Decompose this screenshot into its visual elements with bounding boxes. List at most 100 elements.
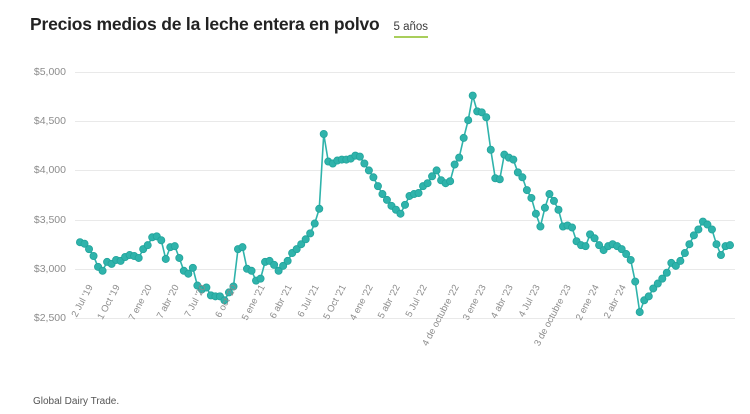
data-point[interactable]: [373, 182, 382, 191]
data-point[interactable]: [423, 179, 432, 188]
data-point[interactable]: [689, 231, 698, 240]
y-axis-tick-label: $5,000: [33, 66, 66, 78]
data-point[interactable]: [256, 274, 265, 283]
data-point[interactable]: [247, 266, 256, 275]
data-point[interactable]: [703, 220, 712, 229]
tab-range-5-years[interactable]: 5 años: [393, 21, 429, 38]
data-point[interactable]: [522, 186, 531, 195]
data-point[interactable]: [143, 241, 152, 250]
data-point[interactable]: [432, 166, 441, 175]
data-point[interactable]: [726, 241, 735, 250]
data-point[interactable]: [360, 159, 369, 168]
data-point[interactable]: [626, 255, 635, 264]
data-point[interactable]: [202, 283, 211, 292]
data-point[interactable]: [283, 256, 292, 265]
data-point[interactable]: [400, 200, 409, 209]
data-point[interactable]: [134, 253, 143, 262]
data-point[interactable]: [170, 242, 179, 251]
y-axis-tick-label: $3,000: [33, 262, 66, 275]
x-axis-tick-label: 7 ene '20: [126, 283, 155, 323]
data-point[interactable]: [617, 245, 626, 254]
data-point[interactable]: [89, 252, 98, 261]
data-point[interactable]: [301, 235, 310, 244]
data-point[interactable]: [414, 189, 423, 198]
data-point[interactable]: [315, 204, 324, 213]
data-point[interactable]: [157, 236, 166, 245]
data-point[interactable]: [297, 240, 306, 249]
data-point[interactable]: [319, 129, 328, 138]
data-point[interactable]: [590, 234, 599, 243]
data-point[interactable]: [486, 145, 495, 154]
data-point[interactable]: [531, 209, 540, 218]
data-point[interactable]: [229, 282, 238, 291]
data-point[interactable]: [85, 245, 94, 254]
data-point[interactable]: [513, 168, 522, 177]
data-point[interactable]: [382, 195, 391, 204]
data-point[interactable]: [161, 254, 170, 263]
data-point[interactable]: [428, 172, 437, 181]
data-point[interactable]: [292, 245, 301, 254]
data-point[interactable]: [676, 256, 685, 265]
data-point[interactable]: [549, 196, 558, 205]
data-point[interactable]: [635, 308, 644, 317]
x-axis-tick-label: 2 ene '24: [573, 283, 602, 323]
data-point[interactable]: [536, 222, 545, 231]
data-point[interactable]: [554, 205, 563, 214]
data-point[interactable]: [680, 249, 689, 258]
data-point[interactable]: [310, 219, 319, 228]
data-point[interactable]: [658, 274, 667, 283]
data-point[interactable]: [518, 173, 527, 182]
data-point[interactable]: [631, 277, 640, 286]
data-point[interactable]: [707, 225, 716, 234]
x-axis-tick-label: 6 oct '20: [213, 283, 241, 320]
data-point[interactable]: [175, 253, 184, 262]
x-axis-tick-label: 3 ene '23: [460, 283, 489, 323]
data-point[interactable]: [238, 243, 247, 252]
chart-header: Precios medios de la leche entera en pol…: [30, 14, 429, 38]
data-point[interactable]: [306, 229, 315, 238]
data-point[interactable]: [184, 269, 193, 278]
data-point[interactable]: [455, 153, 464, 162]
data-point[interactable]: [369, 173, 378, 182]
data-point[interactable]: [224, 288, 233, 297]
data-point[interactable]: [396, 209, 405, 218]
data-point[interactable]: [364, 166, 373, 175]
data-point[interactable]: [464, 116, 473, 125]
x-axis-tick-label: 7 abr '20: [154, 283, 182, 321]
data-point[interactable]: [279, 261, 288, 270]
data-point[interactable]: [270, 260, 279, 269]
data-point[interactable]: [685, 240, 694, 249]
data-point[interactable]: [355, 152, 364, 161]
data-point[interactable]: [653, 279, 662, 288]
data-point[interactable]: [595, 241, 604, 250]
x-axis-tick-label: 7 Jul '20: [182, 283, 209, 320]
data-point[interactable]: [468, 91, 477, 100]
data-point[interactable]: [568, 223, 577, 232]
x-axis-tick-label: 2 abr '24: [601, 283, 629, 321]
data-point[interactable]: [188, 263, 197, 272]
data-point[interactable]: [649, 284, 658, 293]
data-point[interactable]: [450, 160, 459, 169]
data-point[interactable]: [716, 251, 725, 260]
data-point[interactable]: [712, 240, 721, 249]
data-point[interactable]: [644, 292, 653, 301]
data-point[interactable]: [495, 175, 504, 184]
data-point[interactable]: [80, 239, 89, 248]
data-point[interactable]: [581, 242, 590, 251]
data-point[interactable]: [509, 155, 518, 164]
data-point[interactable]: [274, 266, 283, 275]
data-point[interactable]: [98, 266, 107, 275]
data-point[interactable]: [482, 113, 491, 122]
data-point[interactable]: [527, 193, 536, 202]
data-point[interactable]: [545, 190, 554, 199]
data-point[interactable]: [622, 250, 631, 259]
data-point[interactable]: [694, 225, 703, 234]
data-point[interactable]: [378, 190, 387, 199]
data-point[interactable]: [459, 133, 468, 142]
data-point[interactable]: [671, 261, 680, 270]
data-point[interactable]: [662, 268, 671, 277]
data-point[interactable]: [220, 296, 229, 305]
data-point[interactable]: [446, 177, 455, 186]
data-point[interactable]: [477, 108, 486, 117]
data-point[interactable]: [540, 203, 549, 212]
